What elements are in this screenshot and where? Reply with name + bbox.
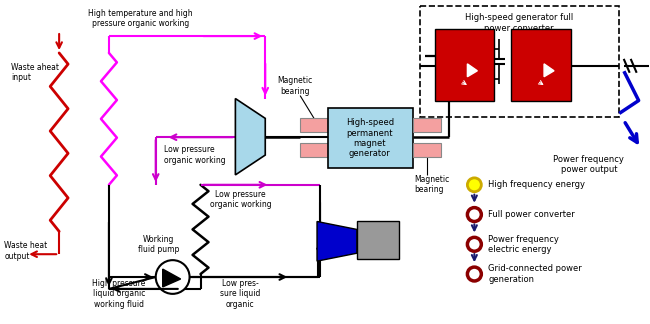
Text: Power frequency
electric energy: Power frequency electric energy bbox=[488, 235, 559, 254]
Polygon shape bbox=[317, 222, 357, 261]
Polygon shape bbox=[162, 269, 181, 287]
Polygon shape bbox=[235, 98, 265, 175]
Text: Magnetic
bearing: Magnetic bearing bbox=[278, 76, 313, 96]
Bar bbox=[300, 143, 328, 157]
Text: Waste aheat
input: Waste aheat input bbox=[11, 63, 59, 82]
Text: Low pressure
organic working: Low pressure organic working bbox=[209, 190, 271, 209]
Polygon shape bbox=[544, 64, 554, 77]
Bar bbox=[511, 29, 571, 100]
Text: High-speed
permanent
magnet
generator: High-speed permanent magnet generator bbox=[346, 118, 394, 158]
Text: Full power converter: Full power converter bbox=[488, 210, 575, 219]
Bar bbox=[357, 222, 398, 259]
Circle shape bbox=[156, 260, 190, 294]
Text: High-speed generator full
power converter: High-speed generator full power converte… bbox=[465, 13, 573, 33]
Text: Grid-connected power
generation: Grid-connected power generation bbox=[488, 264, 582, 284]
Text: Low pressure
organic working: Low pressure organic working bbox=[164, 145, 226, 165]
Text: High frequency energy: High frequency energy bbox=[488, 180, 585, 189]
Text: High temperature and high
pressure organic working: High temperature and high pressure organ… bbox=[88, 9, 193, 28]
Bar bbox=[413, 118, 441, 132]
Bar bbox=[435, 29, 494, 100]
Text: Working
fluid pump: Working fluid pump bbox=[138, 235, 179, 254]
Polygon shape bbox=[467, 64, 477, 77]
Bar bbox=[300, 118, 328, 132]
Text: Waste heat
output: Waste heat output bbox=[5, 241, 47, 261]
Text: High pressure
liquid organic
working fluid: High pressure liquid organic working flu… bbox=[92, 279, 146, 309]
Bar bbox=[420, 6, 619, 117]
Text: Magnetic
bearing: Magnetic bearing bbox=[415, 175, 450, 194]
Text: Power frequency
power output: Power frequency power output bbox=[553, 155, 624, 174]
Circle shape bbox=[467, 178, 482, 192]
Bar bbox=[328, 109, 413, 168]
Bar bbox=[413, 143, 441, 157]
Text: Low pres-
sure liquid
organic: Low pres- sure liquid organic bbox=[220, 279, 261, 309]
